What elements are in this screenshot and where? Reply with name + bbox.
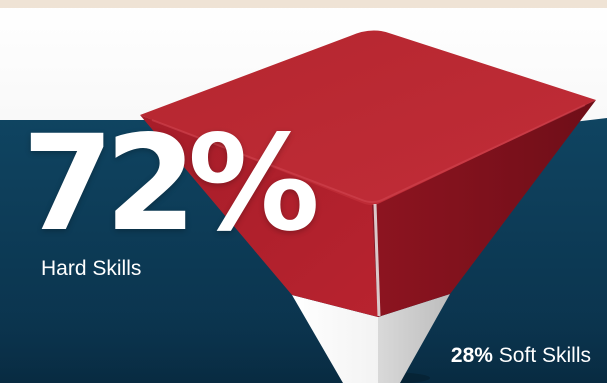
soft-skills-right-face [378, 294, 450, 383]
hard-skills-top-face [140, 30, 596, 206]
hard-skills-left-face [140, 115, 378, 317]
hard-skills-label: Hard Skills [41, 257, 142, 280]
hard-skills-front-edge [373, 203, 381, 317]
hard-skills-top-edge-highlight [151, 104, 586, 203]
soft-skills-percentage: 28% [450, 344, 493, 367]
soft-skills-label: Soft Skills [498, 344, 591, 367]
soft-skills-caption: 28% Soft Skills [451, 345, 591, 366]
soft-skills-left-face [292, 295, 378, 383]
hard-skills-right-face [372, 100, 596, 317]
background-top-strip [0, 0, 607, 8]
hard-skills-percentage: 72% [22, 107, 320, 261]
